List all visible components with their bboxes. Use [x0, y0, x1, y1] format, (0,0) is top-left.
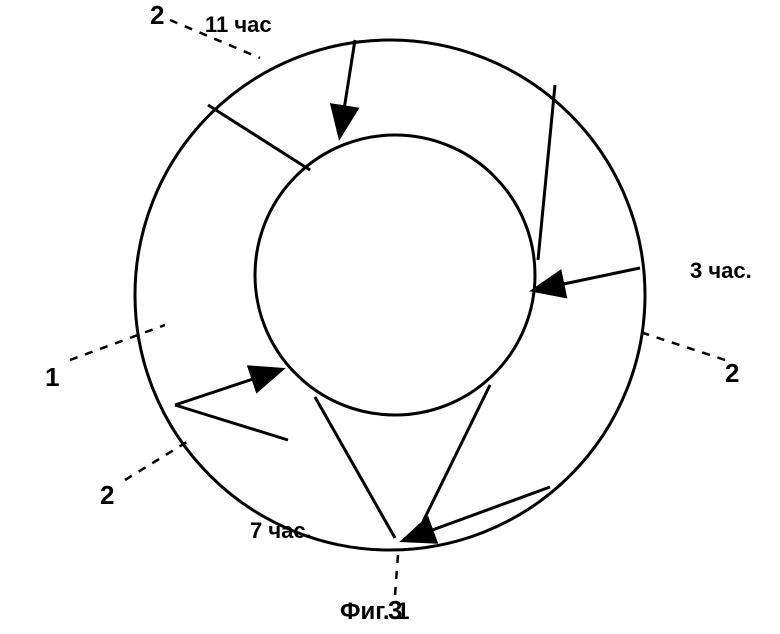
dashed-line: [395, 555, 398, 595]
arrow-line: [315, 397, 395, 538]
diagram-svg: [0, 0, 780, 634]
arrow-line: [414, 385, 490, 540]
diagram-container: 11 час3 час.7 час.12223 Фиг. 1: [0, 0, 780, 634]
arrow-line: [340, 40, 355, 135]
arrow-line: [535, 268, 640, 290]
dashed-line: [125, 440, 190, 480]
figure-caption: Фиг. 1: [340, 598, 410, 626]
diagram-label: 7 час.: [250, 518, 312, 544]
diagram-label: 3 час.: [690, 258, 752, 284]
arrow-line: [175, 370, 280, 405]
diagram-label: 2: [100, 480, 114, 511]
diagram-label: 11 час: [205, 12, 272, 38]
arrow-line: [208, 105, 310, 170]
circle: [135, 40, 645, 550]
dashed-line: [640, 332, 725, 360]
circle: [255, 135, 535, 415]
diagram-label: 2: [725, 358, 739, 389]
dashed-line: [70, 325, 165, 360]
diagram-label: 1: [45, 362, 59, 393]
arrow-line: [538, 85, 555, 260]
arrow-line: [175, 405, 288, 440]
diagram-label: 2: [150, 0, 164, 31]
